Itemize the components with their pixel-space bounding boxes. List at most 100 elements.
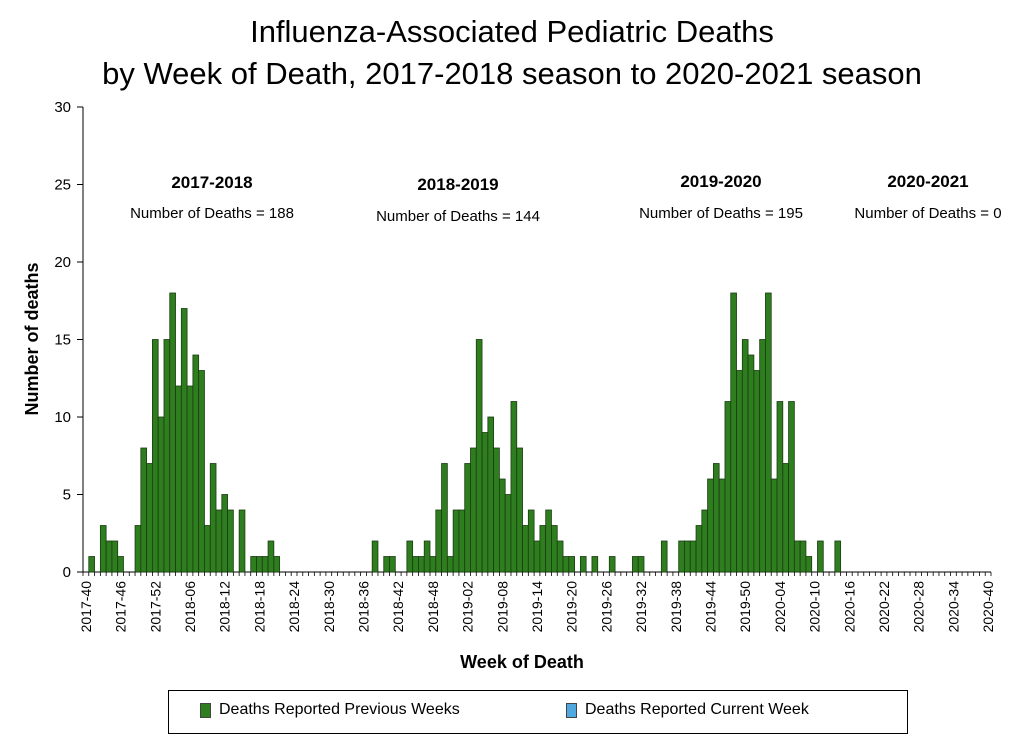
legend-swatch-previous [200,702,211,718]
bar-previous-week [389,556,396,573]
bar-previous-week [146,463,153,573]
bar-previous-week [736,370,743,573]
bar-previous-week [105,540,113,573]
bar-previous-week [175,385,182,573]
bar-previous-week [481,432,489,573]
bar-previous-week [678,540,685,573]
bar-previous-week [88,556,95,573]
x-tick-label: 2017-52 [147,581,163,633]
y-tick-label: 10 [54,409,71,426]
bar-previous-week [470,447,477,573]
bar-previous-week [464,463,471,573]
legend-swatch-current [566,702,577,718]
bar-previous-week [516,447,523,573]
x-tick-label: 2019-26 [598,581,614,633]
x-tick-label: 2017-40 [78,581,94,633]
x-tick-label: 2018-42 [390,581,406,633]
bar-previous-week [695,525,703,573]
bar-previous-week [551,525,558,573]
y-axis-label: Number of deaths [22,262,42,415]
y-tick-label: 5 [63,487,71,504]
bar-previous-week [111,540,119,573]
bar-previous-week [799,540,807,573]
bar-previous-week [793,540,801,573]
bar-previous-week [134,525,142,573]
bar-previous-week [834,540,842,573]
bar-previous-week [533,540,541,573]
x-tick-label: 2020-10 [807,581,823,633]
bar-previous-week [504,494,512,573]
legend-label-current: Deaths Reported Current Week [585,701,809,718]
x-tick-label: 2019-02 [460,581,476,633]
x-tick-label: 2018-18 [251,581,267,633]
bar-previous-week [493,447,500,573]
bar-previous-week [741,339,749,573]
bar-previous-week [198,370,205,573]
x-tick-label: 2019-38 [668,581,684,633]
bar-previous-week [730,292,737,573]
bar-previous-week [776,401,784,573]
bar-previous-week [701,509,709,573]
bar-previous-week [579,556,587,573]
bar-previous-week [117,556,124,573]
bar-previous-week [227,509,234,573]
bar-previous-week [707,478,714,573]
bar-previous-week [782,463,789,573]
season-label: 2018-2019 [417,175,498,194]
bar-previous-week [140,447,148,573]
bar-previous-week [770,478,778,573]
bar-previous-week [660,540,668,573]
bar-previous-week [817,540,824,573]
bar-previous-week [637,556,645,573]
legend: Deaths Reported Previous Weeks Deaths Re… [168,690,908,734]
season-label: 2020-2021 [887,172,968,191]
bar-previous-week [256,556,263,573]
bar-previous-week [383,556,390,573]
bar-previous-week [684,540,691,573]
bar-previous-week [204,525,211,573]
x-tick-label: 2018-48 [425,581,441,633]
y-tick-label: 20 [54,254,71,271]
x-tick-label: 2020-40 [980,581,996,633]
bar-previous-week [157,416,165,573]
bar-previous-week [215,509,223,573]
bar-previous-week [273,556,281,573]
bar-previous-week [412,556,419,573]
bar-previous-week [539,525,547,573]
x-tick-label: 2018-12 [217,581,233,633]
bar-previous-week [562,556,570,573]
bar-previous-week [180,308,188,573]
x-tick-label: 2020-28 [911,581,927,633]
y-tick-label: 25 [54,177,71,194]
bar-previous-week [169,292,176,573]
bar-previous-week [747,354,755,573]
season-death-count: Number of Deaths = 188 [130,205,294,222]
legend-label-previous: Deaths Reported Previous Weeks [219,701,460,718]
x-tick-label: 2017-46 [113,581,129,633]
bar-previous-week [406,540,414,573]
x-tick-label: 2019-14 [529,581,545,633]
x-tick-label: 2020-04 [772,581,788,633]
bar-previous-week [441,463,448,573]
bar-previous-week [238,509,246,573]
x-tick-label: 2018-24 [286,581,302,633]
bar-previous-week [805,556,813,573]
bar-previous-week [423,540,431,573]
bar-previous-week [418,556,425,573]
bar-previous-week [475,339,483,573]
y-tick-label: 30 [54,99,71,116]
bar-previous-week [788,401,795,573]
chart-title-line-1: Influenza-Associated Pediatric Deaths [250,14,774,49]
bar-previous-week [452,509,460,573]
bar-previous-week [712,463,720,573]
bar-previous-week [527,509,535,573]
bar-previous-week [209,463,217,573]
bar-previous-week [522,525,529,573]
bar-previous-week [568,556,575,573]
bar-previous-week [499,478,506,573]
bar-previous-week [753,370,761,573]
bar-previous-week [435,509,442,573]
bar-previous-week [186,385,194,573]
x-tick-label: 2019-44 [703,581,719,633]
